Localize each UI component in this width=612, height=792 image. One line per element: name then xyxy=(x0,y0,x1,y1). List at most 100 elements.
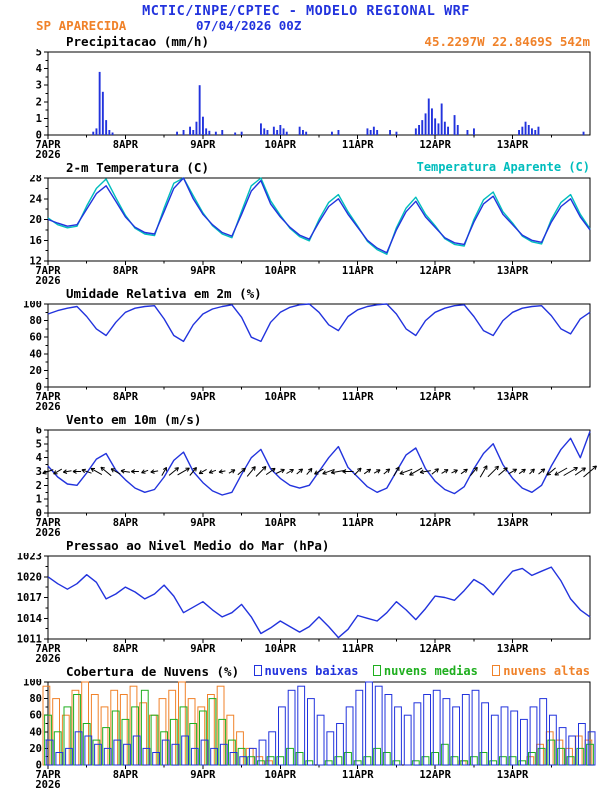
svg-text:24: 24 xyxy=(29,193,42,205)
svg-text:0: 0 xyxy=(36,508,42,520)
svg-text:2: 2 xyxy=(36,96,42,108)
svg-text:0: 0 xyxy=(36,382,42,394)
svg-text:13APR: 13APR xyxy=(497,643,529,655)
low-clouds-swatch-icon xyxy=(253,665,262,676)
svg-text:40: 40 xyxy=(29,726,42,738)
svg-text:1017: 1017 xyxy=(17,592,42,604)
panel-wind-head: Vento em 10m (m/s) xyxy=(0,411,612,427)
svg-text:9APR: 9APR xyxy=(190,769,216,781)
svg-text:7APR: 7APR xyxy=(35,769,61,781)
svg-text:10APR: 10APR xyxy=(264,139,296,151)
apparent-temperature-legend: Temperatura Aparente (C) xyxy=(416,160,590,174)
svg-text:2026: 2026 xyxy=(35,527,60,537)
panel-pressure-title: Pressao ao Nivel Medio do Mar (hPa) xyxy=(66,537,330,553)
svg-text:13APR: 13APR xyxy=(497,139,529,151)
legend-mid-clouds: nuvens medias xyxy=(372,664,478,678)
svg-text:12APR: 12APR xyxy=(419,517,451,529)
high-clouds-swatch-icon xyxy=(492,665,501,676)
svg-text:9APR: 9APR xyxy=(190,139,216,151)
panel-cloud-cover: Cobertura de Nuvens (%) nuvens baixas nu… xyxy=(0,663,612,789)
svg-text:100: 100 xyxy=(23,301,42,311)
svg-text:12APR: 12APR xyxy=(419,139,451,151)
svg-text:12: 12 xyxy=(29,256,42,268)
panel-precipitation: Precipitacao (mm/h) 45.2297W 22.8469S 54… xyxy=(0,33,612,159)
svg-text:60: 60 xyxy=(29,710,42,722)
panel-precipitation-head: Precipitacao (mm/h) 45.2297W 22.8469S 54… xyxy=(0,33,612,49)
svg-text:1014: 1014 xyxy=(17,613,42,625)
svg-text:11APR: 11APR xyxy=(342,139,374,151)
svg-text:3: 3 xyxy=(36,466,42,478)
svg-text:80: 80 xyxy=(29,315,42,327)
panel-cloud-cover-head: Cobertura de Nuvens (%) nuvens baixas nu… xyxy=(0,663,612,679)
svg-text:8APR: 8APR xyxy=(113,643,139,655)
panel-humidity-title: Umidade Relativa em 2m (%) xyxy=(66,285,262,301)
panel-pressure-head: Pressao ao Nivel Medio do Mar (hPa) xyxy=(0,537,612,553)
svg-text:13APR: 13APR xyxy=(497,517,529,529)
svg-text:10APR: 10APR xyxy=(264,265,296,277)
svg-text:13APR: 13APR xyxy=(497,769,529,781)
svg-text:20: 20 xyxy=(29,365,42,377)
svg-text:7APR: 7APR xyxy=(35,139,61,151)
svg-text:80: 80 xyxy=(29,693,42,705)
svg-text:5: 5 xyxy=(36,438,42,450)
svg-text:1020: 1020 xyxy=(17,571,42,583)
svg-text:8APR: 8APR xyxy=(113,139,139,151)
mid-clouds-swatch-icon xyxy=(372,665,381,676)
svg-text:11APR: 11APR xyxy=(342,517,374,529)
svg-text:9APR: 9APR xyxy=(190,391,216,403)
svg-text:7APR: 7APR xyxy=(35,643,61,655)
svg-text:2026: 2026 xyxy=(35,401,60,411)
svg-text:13APR: 13APR xyxy=(497,265,529,277)
station-coordinates: 45.2297W 22.8469S 542m xyxy=(424,33,590,49)
svg-text:3: 3 xyxy=(36,80,42,92)
svg-text:1: 1 xyxy=(36,113,42,125)
legend-low-clouds: nuvens baixas xyxy=(253,664,358,678)
panel-temperature: 2-m Temperatura (C) Temperatura Aparente… xyxy=(0,159,612,285)
svg-text:5: 5 xyxy=(36,49,42,59)
svg-text:10APR: 10APR xyxy=(264,769,296,781)
panel-humidity: Umidade Relativa em 2m (%) 7APR 2026 8APR 9… xyxy=(0,285,612,411)
svg-text:4: 4 xyxy=(36,63,42,75)
svg-text:7APR: 7APR xyxy=(35,265,61,277)
svg-text:20: 20 xyxy=(29,743,42,755)
svg-text:10APR: 10APR xyxy=(264,391,296,403)
station-name: SP APARECIDA xyxy=(36,18,127,33)
page-title: MCTIC/INPE/CPTEC - MODELO REGIONAL WRF xyxy=(142,3,470,19)
panel-pressure: Pressao ao Nivel Medio do Mar (hPa) 7APR… xyxy=(0,537,612,663)
svg-text:2026: 2026 xyxy=(35,149,60,159)
panel-temperature-head: 2-m Temperatura (C) Temperatura Aparente… xyxy=(0,159,612,175)
legend-high-clouds: nuvens altas xyxy=(492,664,590,678)
svg-text:1023: 1023 xyxy=(17,553,42,563)
svg-text:11APR: 11APR xyxy=(342,265,374,277)
svg-text:9APR: 9APR xyxy=(190,265,216,277)
svg-text:6: 6 xyxy=(36,427,42,437)
svg-text:8APR: 8APR xyxy=(113,391,139,403)
svg-text:8APR: 8APR xyxy=(113,265,139,277)
svg-text:1011: 1011 xyxy=(17,634,42,646)
panel-precipitation-title: Precipitacao (mm/h) xyxy=(66,33,209,49)
svg-text:0: 0 xyxy=(36,760,42,772)
svg-text:7APR: 7APR xyxy=(35,391,61,403)
svg-text:2: 2 xyxy=(36,480,42,492)
svg-text:100: 100 xyxy=(23,679,42,689)
svg-text:0: 0 xyxy=(36,130,42,142)
svg-text:2026: 2026 xyxy=(35,779,60,789)
svg-text:2026: 2026 xyxy=(35,653,60,663)
header-row: SP APARECIDA 07/04/2026 00Z xyxy=(0,18,612,33)
panel-cloud-cover-title: Cobertura de Nuvens (%) xyxy=(66,663,240,679)
panel-wind-title: Vento em 10m (m/s) xyxy=(66,411,202,427)
svg-text:4: 4 xyxy=(36,452,42,464)
svg-text:12APR: 12APR xyxy=(419,643,451,655)
svg-text:12APR: 12APR xyxy=(419,769,451,781)
svg-text:8APR: 8APR xyxy=(113,517,139,529)
svg-text:10APR: 10APR xyxy=(264,517,296,529)
svg-text:12APR: 12APR xyxy=(419,391,451,403)
svg-text:8APR: 8APR xyxy=(113,769,139,781)
svg-text:9APR: 9APR xyxy=(190,643,216,655)
svg-text:11APR: 11APR xyxy=(342,769,374,781)
